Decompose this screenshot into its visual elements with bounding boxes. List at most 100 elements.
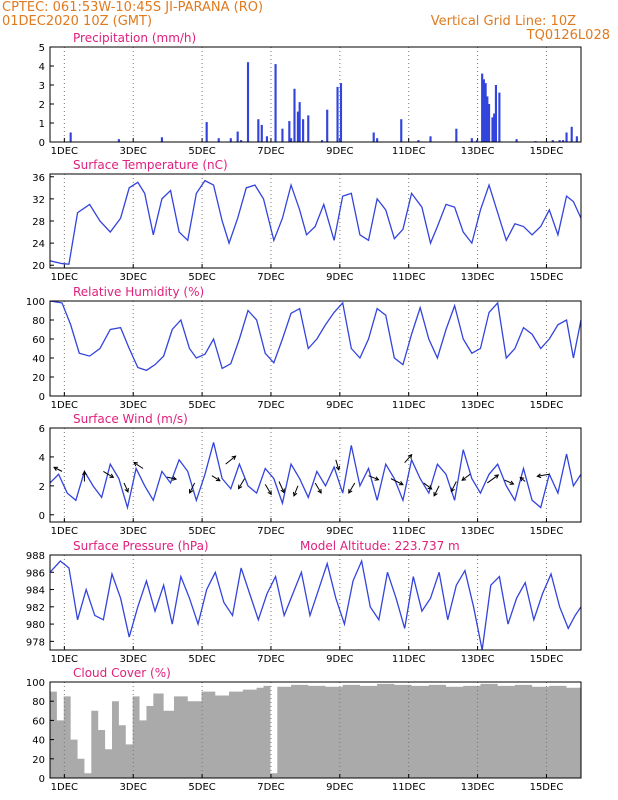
x-tick-label: 13DEC: [461, 400, 495, 411]
wind-arrow-shaft: [166, 476, 177, 480]
wind-arrow-shaft: [133, 462, 144, 469]
y-tick-label: 5: [39, 43, 45, 54]
series-line: [49, 300, 582, 372]
y-tick-label: 4: [39, 62, 45, 73]
precip-bar: [265, 136, 269, 142]
wind-arrow-shaft: [189, 482, 196, 494]
precip-bar: [257, 119, 260, 142]
x-tick-label: 15DEC: [530, 400, 564, 411]
precip-bar: [515, 139, 518, 142]
panel-title: Cloud Cover (%): [73, 666, 171, 680]
precip-bar: [484, 83, 487, 142]
x-tick-label: 9DEC: [326, 782, 353, 793]
panel-title: Relative Humidity (%): [73, 285, 204, 299]
panel-title: Precipitation (mm/h): [73, 31, 196, 45]
x-tick-label: 11DEC: [392, 782, 426, 793]
x-tick-label: 3DEC: [120, 526, 147, 537]
wind-arrow-head: [317, 488, 322, 494]
wind-arrow-head: [109, 473, 115, 478]
y-tick-label: 0: [39, 774, 45, 785]
wind-arrow-head: [172, 476, 178, 481]
wind-arrow-shaft: [537, 473, 550, 477]
y-tick-label: 1: [39, 119, 45, 130]
y-tick-label: 20: [32, 755, 45, 766]
x-tick-label: 13DEC: [461, 782, 495, 793]
wind-arrow-shaft: [278, 481, 285, 493]
panel-title: Surface Pressure (hPa): [73, 539, 209, 553]
x-tick-label: 7DEC: [257, 146, 284, 157]
x-tick-label: 15DEC: [530, 782, 564, 793]
precip-bar: [376, 138, 379, 142]
series-line: [49, 442, 582, 511]
y-tick-label: 3: [39, 81, 45, 92]
precip-bar: [281, 128, 284, 142]
precip-bar: [570, 126, 573, 142]
x-tick-label: 5DEC: [188, 272, 215, 283]
series-line: [49, 558, 582, 651]
x-tick-label: 7DEC: [257, 782, 284, 793]
wind-arrow-shaft: [423, 482, 432, 490]
y-tick-label: 100: [26, 297, 45, 308]
precip-bar: [302, 119, 305, 142]
x-tick-label: 11DEC: [392, 654, 426, 665]
precip-bar: [551, 140, 554, 142]
panel-frame: [49, 300, 582, 397]
wind-arrow-head: [494, 474, 500, 479]
wind-arrow-head: [398, 481, 404, 486]
y-tick-label: 986: [26, 568, 45, 579]
wind-arrow-shaft: [348, 482, 356, 494]
x-tick-label: 3DEC: [120, 654, 147, 665]
x-tick-label: 3DEC: [120, 782, 147, 793]
precip-bar: [487, 104, 491, 142]
precip-bar: [498, 92, 501, 142]
y-tick-label: 28: [32, 217, 45, 228]
precip-bar: [69, 132, 72, 142]
precip-bar: [205, 122, 208, 142]
wind-arrow-head: [188, 488, 194, 494]
x-tick-label: 13DEC: [461, 146, 495, 157]
x-tick-label: 9DEC: [326, 272, 353, 283]
wind-arrow-shaft: [53, 466, 63, 472]
x-tick-label: 15DEC: [530, 526, 564, 537]
panel-title: Surface Temperature (nC): [73, 158, 228, 172]
x-tick-label: 1DEC: [51, 654, 78, 665]
precip-bar: [429, 136, 432, 142]
wind-arrow-head: [407, 453, 413, 459]
x-tick-label: 7DEC: [257, 272, 284, 283]
x-tick-label: 5DEC: [188, 146, 215, 157]
wind-arrow-head: [348, 488, 353, 494]
precip-bar: [246, 62, 250, 143]
wind-arrow-head: [509, 480, 515, 485]
x-tick-label: 1DEC: [51, 526, 78, 537]
y-tick-label: 980: [26, 620, 45, 631]
wind-arrow-shaft: [504, 479, 514, 485]
panel-frame: [49, 46, 582, 143]
x-tick-label: 9DEC: [326, 400, 353, 411]
y-tick-label: 6: [39, 424, 45, 435]
panel-frame: [49, 681, 582, 779]
wind-arrow-shaft: [461, 473, 471, 481]
x-tick-label: 9DEC: [326, 146, 353, 157]
wind-arrow-head: [374, 476, 380, 481]
wind-arrow-shaft: [390, 478, 404, 486]
x-tick-label: 1DEC: [51, 272, 78, 283]
precip-bar: [160, 137, 163, 142]
header-gridline: Vertical Grid Line: 10Z: [430, 14, 576, 29]
precip-bar: [274, 64, 277, 142]
precip-bar: [320, 140, 324, 142]
precip-bar: [236, 131, 239, 142]
x-tick-label: 13DEC: [461, 526, 495, 537]
precip-bar: [562, 140, 565, 142]
wind-arrow-shaft: [123, 482, 129, 493]
x-tick-label: 5DEC: [188, 654, 215, 665]
wind-arrow-head: [292, 491, 298, 497]
wind-arrow-shaft: [335, 459, 340, 470]
wind-arrow-shaft: [238, 478, 245, 489]
y-tick-label: 36: [32, 173, 45, 184]
precip-bar: [493, 113, 496, 142]
precip-bar: [307, 115, 310, 142]
wind-arrow-head: [427, 485, 433, 490]
precip-bar: [482, 79, 485, 142]
precip-bar: [558, 140, 561, 142]
